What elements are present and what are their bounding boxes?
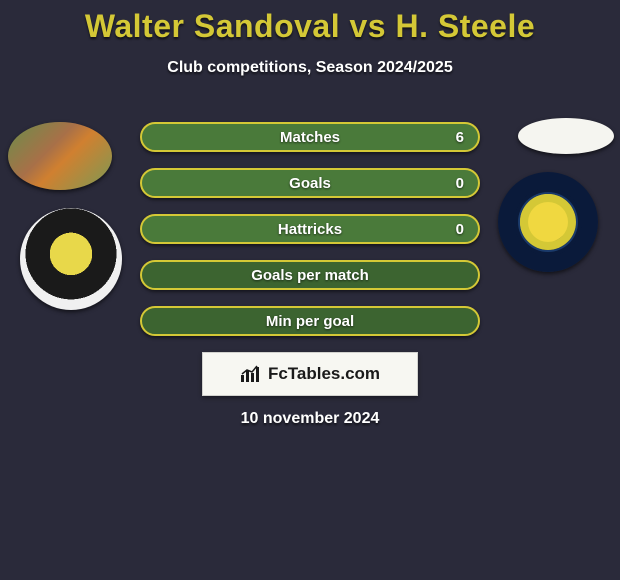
player-photo-left [8, 122, 112, 190]
bar-chart-icon [240, 365, 262, 383]
comparison-subtitle: Club competitions, Season 2024/2025 [0, 59, 620, 77]
club-logo-right [498, 172, 598, 272]
stat-value-right: 0 [456, 175, 464, 192]
brand-box: FcTables.com [202, 352, 418, 396]
stat-value-right: 0 [456, 221, 464, 238]
snapshot-date: 10 november 2024 [0, 410, 620, 428]
comparison-title: Walter Sandoval vs H. Steele [0, 0, 620, 45]
stat-label: Goals [289, 175, 331, 192]
stat-row: Hattricks 0 [140, 214, 480, 244]
stat-row: Goals per match [140, 260, 480, 290]
stat-label: Goals per match [251, 267, 369, 284]
stat-row: Goals 0 [140, 168, 480, 198]
stat-rows-container: Matches 6 Goals 0 Hattricks 0 Goals per match M… [140, 122, 480, 352]
player-photo-right [518, 118, 614, 154]
stat-value-right: 6 [456, 129, 464, 146]
stat-row: Min per goal [140, 306, 480, 336]
club-logo-right-inner [520, 194, 576, 250]
stat-label: Matches [280, 129, 340, 146]
stat-label: Min per goal [266, 313, 354, 330]
brand-text: FcTables.com [268, 364, 380, 384]
stat-row: Matches 6 [140, 122, 480, 152]
stat-label: Hattricks [278, 221, 342, 238]
club-logo-left [20, 208, 122, 310]
